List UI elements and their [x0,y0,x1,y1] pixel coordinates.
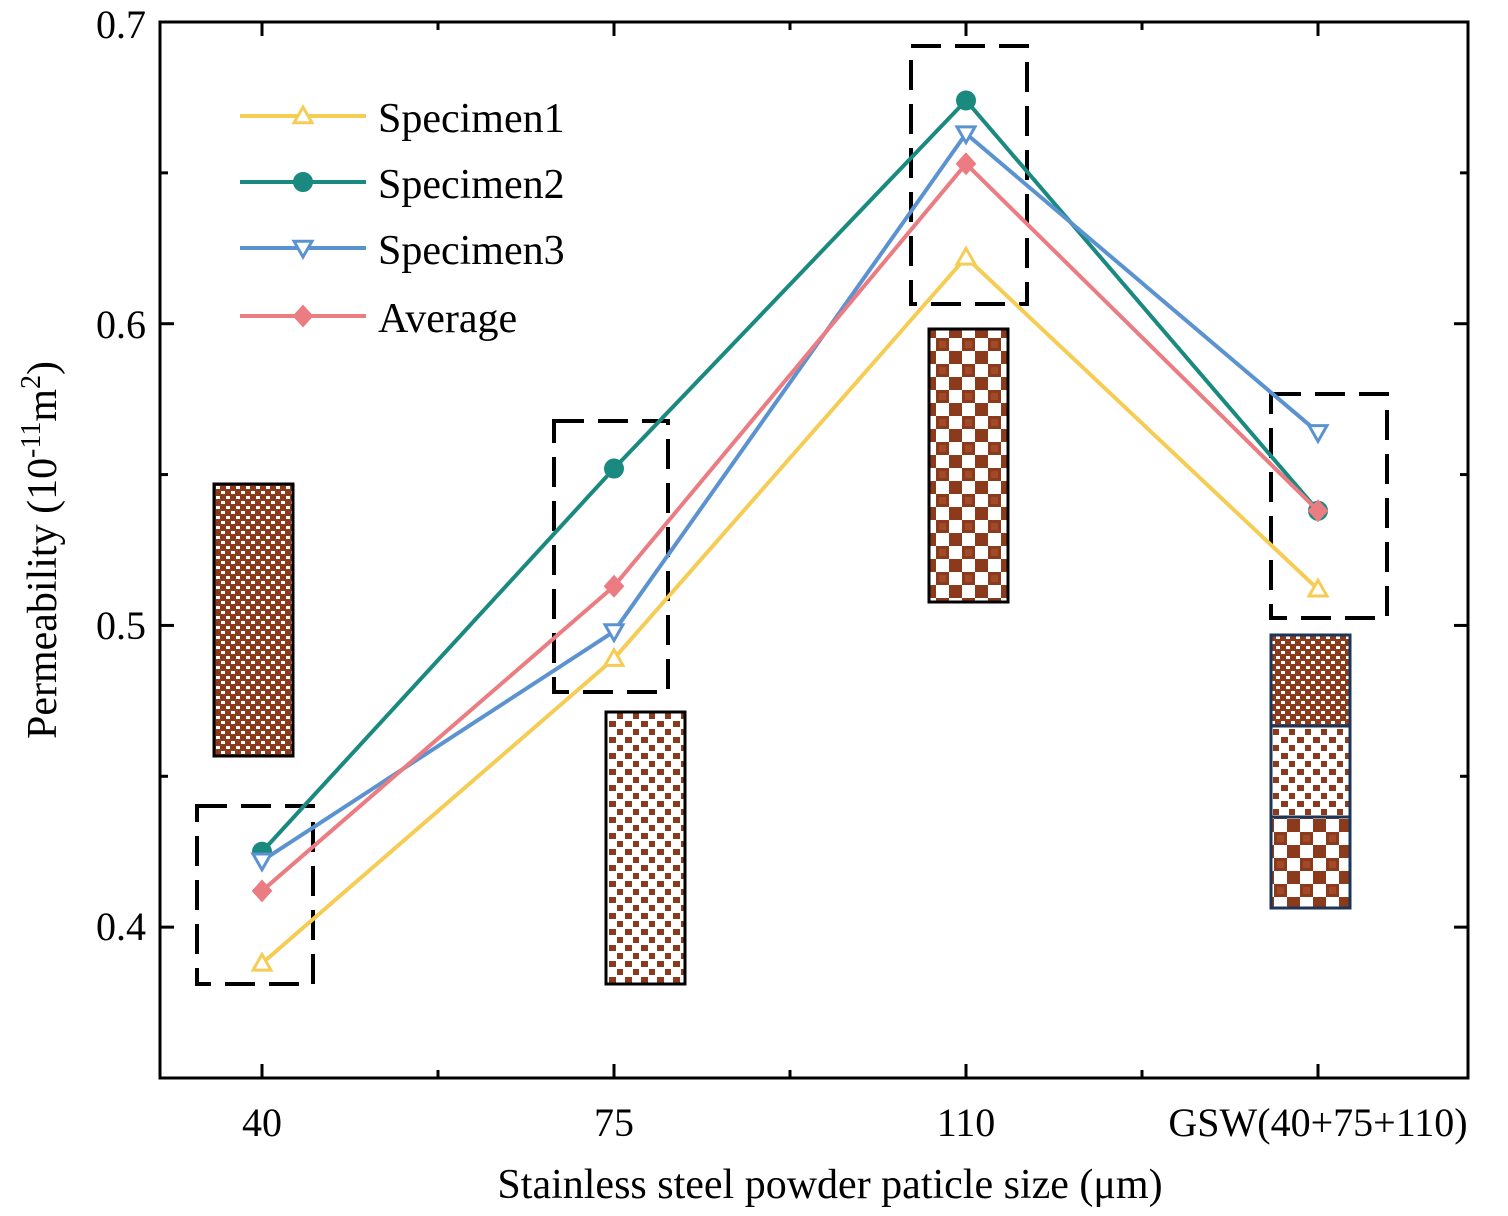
y-axis-label-close: ) [20,361,66,375]
data-point-average [955,152,977,176]
series-line-specimen2 [260,98,1320,854]
series-specimen1 [250,245,1330,972]
series-line-specimen1 [260,255,1320,965]
y-axis-label-exp1: -11 [16,422,47,458]
legend-label-specimen3: Specimen3 [378,228,565,274]
highlight-box-gsw [1269,392,1389,620]
x-axis-label: Stainless steel powder paticle size (μm) [497,1162,1162,1208]
legend-label-specimen2: Specimen2 [378,162,565,208]
data-point-average [1307,499,1329,523]
particle-block-gsw [1269,633,1352,910]
legend-label-specimen1: Specimen1 [378,96,565,142]
data-point-specimen1 [1306,577,1330,598]
particle-block-75 [604,710,687,986]
y-axis-label-exp2: 2 [16,375,47,389]
y-axis-label-unit: m [20,389,66,422]
data-point-specimen3 [250,852,274,873]
y-axis-label: Permeability (10-11m2) [16,361,66,739]
x-tick-label: GSW(40+75+110) [1168,1100,1467,1145]
data-point-specimen3 [954,125,978,146]
x-tick-labels: 40 75 110 GSW(40+75+110) [242,1100,1468,1145]
particle-block-110 [927,327,1010,604]
y-tick-labels: 0.4 0.5 0.6 0.7 [96,2,146,949]
legend-label-average: Average [378,296,517,342]
legend-marker-average [292,304,314,328]
series-line-specimen3 [260,131,1320,863]
plot-frame [158,20,1470,1080]
legend-marker-specimen2 [293,172,313,192]
particle-illustrations [212,327,1352,986]
data-point-specimen1 [250,951,274,972]
y-axis-label-main: Permeability (10 [20,458,66,739]
dashed-highlight-boxes [195,44,1389,986]
y-tick-label: 0.6 [96,302,146,347]
legend: Specimen1 Specimen2 Specimen3 Average [240,96,565,342]
series-line-average [260,161,1320,893]
series-specimen3 [250,125,1330,873]
y-tick-label: 0.4 [96,904,146,949]
gsw-layer-75 [1269,724,1352,819]
gsw-layer-110 [1269,815,1352,910]
data-point-specimen2 [604,458,624,479]
x-tick-label: 75 [594,1100,634,1145]
data-point-specimen3 [602,623,626,644]
highlight-box-40 [195,804,315,986]
y-tick-label: 0.5 [96,603,146,648]
data-point-specimen1 [954,245,978,266]
axis-ticks [160,20,1468,1080]
data-point-average [251,879,273,903]
highlight-box-110 [909,44,1029,306]
legend-marker-specimen3 [291,239,315,261]
data-point-specimen3 [1306,424,1330,445]
series-average [251,152,1329,903]
particle-block-40 [212,482,295,758]
x-tick-label: 40 [242,1100,282,1145]
x-tick-label: 110 [937,1100,996,1145]
data-point-specimen1 [602,646,626,667]
data-point-average [603,574,625,598]
legend-marker-specimen1 [291,103,315,125]
y-tick-label: 0.7 [96,2,146,47]
series-layer [250,90,1330,972]
data-point-specimen2 [956,90,976,111]
gsw-layer-40 [1269,633,1352,728]
